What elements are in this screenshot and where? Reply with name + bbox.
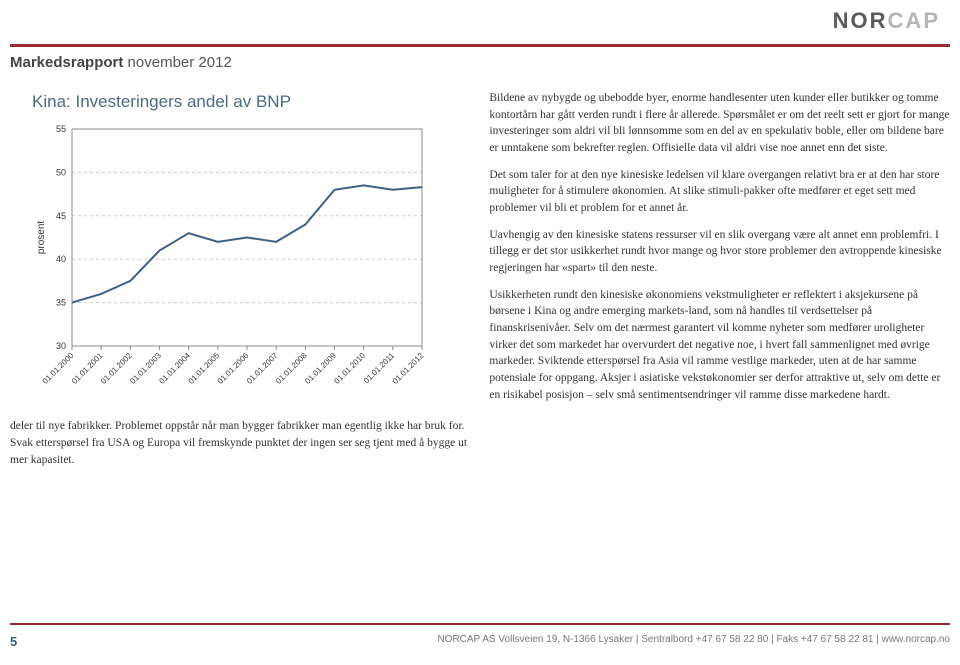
svg-text:40: 40	[56, 254, 66, 264]
svg-text:55: 55	[56, 124, 66, 134]
svg-text:50: 50	[56, 167, 66, 177]
body-paragraph: Usikkerheten rundt den kinesiske økonomi…	[489, 287, 950, 404]
chart-container: Kina: Investeringers andel av BNP 30 35 40…	[32, 90, 432, 406]
svg-text:30: 30	[56, 341, 66, 351]
svg-text:01.01.2012: 01.01.2012	[391, 350, 426, 385]
body-paragraph: Det som taler for at den nye kinesiske l…	[489, 167, 950, 217]
footer-text: NORCAP AS Vollsveien 19, N-1366 Lysaker …	[437, 634, 950, 649]
logo-part1: NOR	[833, 8, 888, 33]
body-paragraph: deler til nye fabrikker. Problemet oppst…	[10, 418, 471, 468]
header-rest: november 2012	[123, 54, 231, 71]
body-paragraph: Uavhengig av den kinesiske statens ressu…	[489, 227, 950, 277]
report-header: Markedsrapport november 2012	[10, 54, 232, 71]
chart-title: Kina: Investeringers andel av BNP	[32, 90, 432, 115]
logo: NORCAP	[833, 8, 940, 34]
logo-part2: CAP	[888, 8, 940, 33]
header-rule	[10, 44, 950, 47]
left-column: Kina: Investeringers andel av BNP 30 35 40…	[10, 90, 471, 478]
right-paragraphs: Bildene av nybygde og ubebodde byer, eno…	[489, 90, 950, 403]
page-number: 5	[10, 634, 17, 649]
footer-rule	[10, 623, 950, 625]
svg-text:45: 45	[56, 210, 66, 220]
line-chart: 30354045505501.01.200001.01.200101.01.20…	[32, 121, 432, 401]
body-paragraph: Bildene av nybygde og ubebodde byer, eno…	[489, 90, 950, 157]
right-column: Bildene av nybygde og ubebodde byer, eno…	[489, 90, 950, 413]
header-bold: Markedsrapport	[10, 54, 123, 71]
left-paragraphs: deler til nye fabrikker. Problemet oppst…	[10, 418, 471, 468]
svg-text:prosent: prosent	[36, 220, 47, 254]
footer: 5 NORCAP AS Vollsveien 19, N-1366 Lysake…	[10, 634, 950, 649]
content-area: Kina: Investeringers andel av BNP 30 35 40…	[10, 90, 950, 610]
svg-text:35: 35	[56, 297, 66, 307]
